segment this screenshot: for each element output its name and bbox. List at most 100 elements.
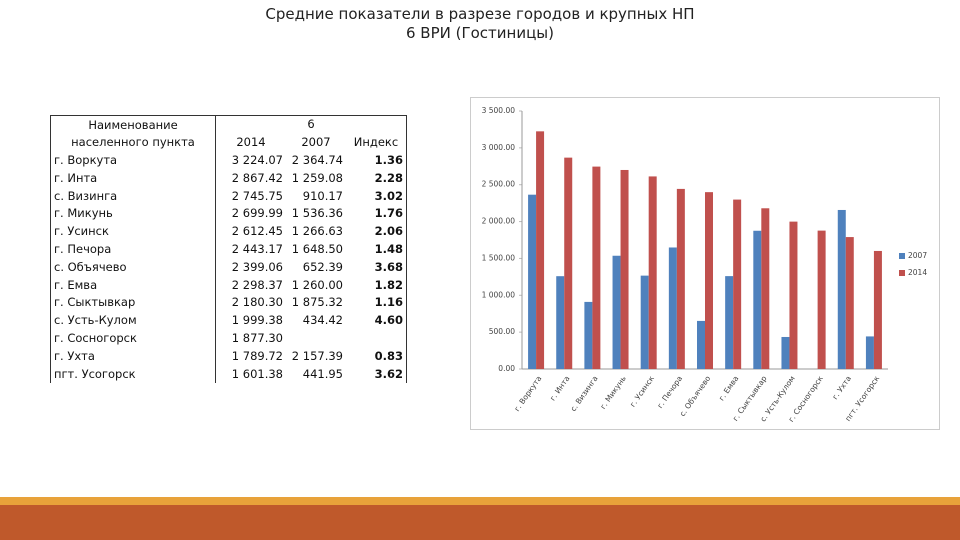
value-cell: 3 224.07 [231, 152, 283, 167]
value-cell: 0.83 [346, 347, 407, 366]
footer-stripe [0, 497, 960, 505]
y-tick-label: 3 500.00 [482, 106, 516, 115]
value-cell: 1 536.36 [291, 206, 343, 221]
value-cell: 3.02 [346, 187, 407, 205]
value-cell [346, 329, 407, 348]
value-cell: 441.95 [302, 366, 343, 381]
table-row: г. Сосногорск 1 877.30 [50, 329, 407, 348]
name-cell: с. Визинга [50, 187, 216, 205]
bar [697, 320, 705, 369]
name-cell: с. Объячево [50, 258, 216, 277]
value-cell: 1.76 [346, 204, 407, 223]
table-row: Наименование населенного пункта 6 [50, 114, 407, 152]
x-tick-label: г. Печора [655, 374, 684, 410]
value-cell: 1.82 [346, 276, 407, 294]
value-cell: 1 877.30 [231, 330, 283, 345]
value-cell: 1 999.38 [231, 313, 283, 328]
value-cell: 1 648.50 [291, 241, 343, 256]
bar [753, 230, 762, 369]
bar [528, 194, 537, 369]
bar [564, 157, 573, 369]
bar [584, 301, 593, 369]
value-cell: 2 180.30 [231, 295, 283, 310]
bar [612, 255, 621, 369]
name-cell: г. Емва [50, 276, 216, 294]
y-tick-label: 500.00 [489, 327, 515, 336]
table-row: г. Воркута 3 224.07 2 364.74 1.36 [50, 151, 407, 170]
y-tick-label: 2 000.00 [482, 217, 516, 226]
table-row: 2014 2007 Индекс [51, 133, 407, 152]
name-cell: г. Сыктывкар [50, 293, 216, 312]
x-tick-label: г. Ухта [830, 374, 853, 401]
value-cell: 2 157.39 [291, 348, 343, 363]
y-tick-label: 3 000.00 [482, 143, 516, 152]
value-cell: 1 789.72 [231, 348, 283, 363]
header-cell: 6 [215, 114, 407, 134]
header-cell: Наименование населенного пункта [50, 114, 216, 152]
name-cell: г. Воркута [50, 151, 216, 170]
value-cell: 3.62 [346, 365, 407, 383]
title: Средние показатели в разрезе городов и к… [265, 5, 695, 23]
table-row: с. Объячево 2 399.06 652.39 3.68 [50, 258, 407, 277]
bar [725, 276, 734, 369]
bar [705, 192, 713, 369]
chart-frame [470, 97, 940, 430]
x-tick-label: г. Инта [548, 374, 572, 402]
value-cell: 1.16 [346, 293, 407, 312]
header-cell: 2007 [301, 135, 331, 150]
x-tick-label: с. Визинга [569, 374, 600, 413]
bar [865, 336, 874, 369]
value-cell: 1 260.00 [291, 277, 343, 292]
bar [640, 275, 649, 369]
name-cell: г. Печора [50, 240, 216, 259]
legend-swatch [899, 253, 905, 259]
table-row: пгт. Усогорск 1 601.38 441.95 3.62 [50, 365, 407, 383]
value-cell: 2.28 [346, 169, 407, 188]
value-cell: 2.06 [346, 222, 407, 241]
bar [733, 199, 742, 369]
x-tick-label: г. Микунь [598, 374, 627, 411]
table-row: г. Усинск 2 612.45 1 266.63 2.06 [50, 222, 407, 241]
value-cell: 1 259.08 [291, 170, 343, 185]
table-row: г. Емва 2 298.37 1 260.00 1.82 [50, 276, 407, 294]
value-cell: 2 298.37 [231, 277, 283, 292]
table-row: г. Микунь 2 699.99 1 536.36 1.76 [50, 204, 407, 223]
bar [837, 209, 846, 369]
name-cell: с. Усть-Кулом [50, 311, 216, 330]
bar [789, 221, 798, 369]
y-tick-label: 1 000.00 [482, 290, 516, 299]
value-cell: 434.42 [302, 313, 343, 328]
bar [620, 169, 629, 369]
y-tick-label: 2 500.00 [482, 180, 516, 189]
bar [556, 276, 565, 369]
value-cell: 2 399.06 [231, 259, 283, 274]
header-cell: Индекс [346, 133, 407, 152]
bar [648, 176, 657, 369]
table-row: с. Визинга 2 745.75 910.17 3.02 [50, 187, 407, 205]
y-tick-label: 0.00 [498, 364, 515, 373]
bar [676, 188, 685, 369]
bar [536, 131, 545, 369]
bar [845, 237, 854, 369]
name-cell: пгт. Усогорск [50, 365, 216, 383]
header-cell: 2014 [236, 135, 266, 150]
value-cell: 1.36 [346, 151, 407, 170]
x-tick-label: г. Воркута [512, 374, 543, 413]
bar [781, 336, 790, 369]
value-cell: 1.48 [346, 240, 407, 259]
y-tick-label: 1 500.00 [482, 253, 516, 262]
footer-band [0, 505, 960, 540]
legend-label: 2007 [908, 251, 927, 260]
name-cell: г. Микунь [50, 204, 216, 223]
name-cell: г. Ухта [50, 347, 216, 366]
x-tick-label: г. Усинск [628, 374, 656, 409]
table-row: с. Усть-Кулом 1 999.38 434.42 4.60 [50, 311, 407, 330]
table-row: г. Инта 2 867.42 1 259.08 2.28 [50, 169, 407, 188]
value-cell: 910.17 [302, 188, 343, 203]
legend-swatch [899, 270, 905, 276]
bar [873, 250, 882, 369]
value-cell: 2 699.99 [231, 206, 283, 221]
bar [761, 208, 770, 369]
